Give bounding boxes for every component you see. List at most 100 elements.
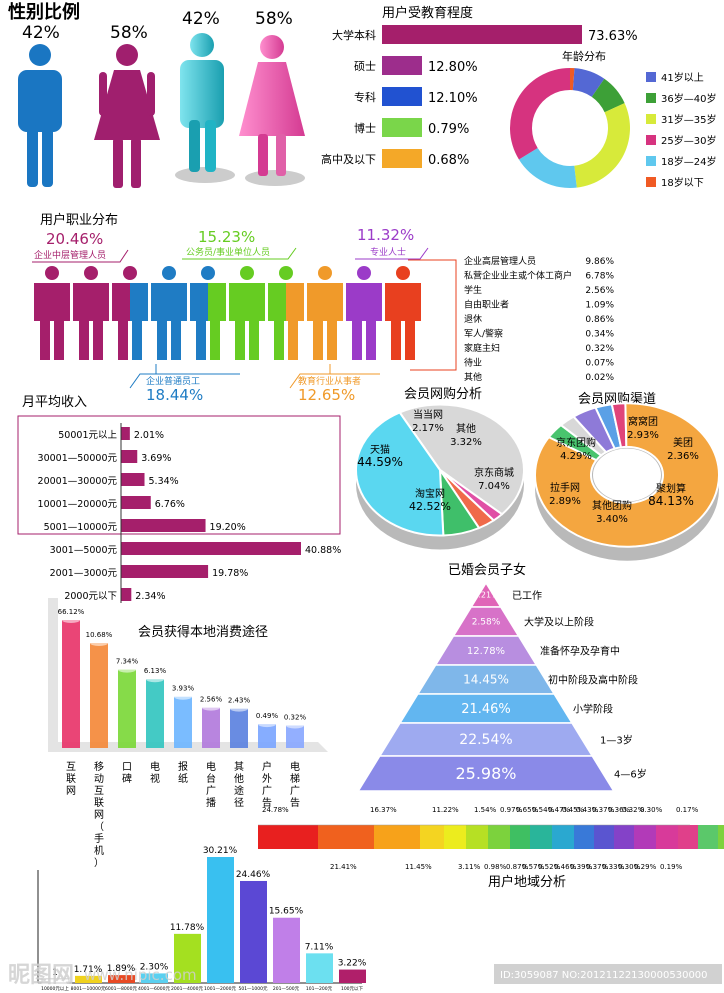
pyramid-value: 14.45%	[463, 673, 509, 687]
occupation-list-value: 6.78%	[585, 272, 614, 282]
spending-category: 10000元以上	[41, 985, 69, 992]
channel-category: （	[94, 821, 104, 833]
occupation-list-label: 待业	[464, 357, 482, 369]
pyramid-value: 0.21%	[473, 591, 499, 600]
occupation-list-value: 0.02%	[585, 373, 614, 383]
channel-bar-cap	[202, 704, 220, 711]
region-segment	[466, 825, 488, 849]
pie-slice-name: 京东团购	[556, 436, 596, 449]
occupation-list-value: 9.86%	[585, 257, 614, 267]
income-category: 50001元以上	[58, 430, 117, 441]
male-3d-icon	[175, 33, 235, 183]
region-bottom-label: 0.37%	[586, 863, 609, 871]
income-bar	[121, 519, 206, 532]
region-segment	[530, 825, 552, 849]
age-donut-slice	[591, 78, 625, 113]
channel-category: 广	[206, 785, 216, 797]
spending-category: 100元以下	[341, 986, 364, 992]
income-category: 30001—50000元	[38, 453, 118, 464]
occupation-list-value: 1.09%	[585, 301, 614, 311]
income-bar	[121, 450, 138, 463]
pie-slice-name: 聚划算	[656, 482, 686, 495]
income-title: 月平均收入	[22, 395, 87, 410]
region-segment	[656, 825, 678, 849]
pyramid-layer	[356, 755, 616, 792]
spending-bar	[273, 917, 300, 983]
spending-bar	[240, 880, 267, 983]
income-value: 5.34%	[149, 476, 179, 487]
education-value: 12.10%	[428, 91, 478, 106]
occupation-list-label: 退休	[464, 313, 482, 325]
person-icon	[229, 266, 265, 360]
pie-slice-value: 44.59%	[357, 455, 403, 469]
income-value: 3.69%	[141, 453, 171, 464]
income-bar	[121, 588, 132, 601]
region-bottom-label: 0.46%	[554, 863, 577, 871]
pyramid-category: 大学及以上阶段	[524, 616, 594, 629]
pyramid-category: 小学阶段	[573, 703, 613, 716]
channel-category: 电	[206, 760, 216, 773]
pie-slice-value: 2.17%	[412, 423, 444, 434]
channel-category: 告	[290, 796, 300, 809]
pyramid-value: 25.98%	[455, 764, 516, 783]
channel-category: 径	[234, 796, 244, 809]
education-bar	[382, 25, 582, 44]
channel-category: 告	[262, 796, 272, 809]
channel-bar-cap	[258, 721, 276, 728]
income-category: 3001—5000元	[50, 545, 118, 556]
spending-value: 1.89%	[107, 964, 136, 974]
income-value: 19.20%	[210, 522, 246, 533]
channel-category: 播	[206, 796, 216, 809]
person-icon	[268, 266, 304, 360]
channel-category: 外	[262, 773, 272, 785]
region-segment	[258, 825, 318, 849]
spending-category: 101—200元	[306, 986, 333, 992]
pie-slice	[534, 402, 720, 548]
age-legend-label: 18岁以下	[661, 176, 704, 189]
region-segment	[574, 825, 594, 849]
callout-edu-pct: 12.65%	[298, 386, 355, 404]
region-strip: 24.78% 16.37% 11.22% 1.54% 0.97%0.65%0.54%0.…	[258, 806, 724, 871]
income-value: 6.76%	[155, 499, 185, 510]
age-legend-swatch	[646, 72, 656, 82]
female-3d-icon	[239, 35, 305, 186]
channel-bar-cap	[230, 705, 248, 712]
education-bars: 大学本科 73.63% 硕士 12.80% 专科 12.10% 博士 0.79% 高中及以下 0.…	[321, 25, 638, 168]
age-legend-swatch	[646, 114, 656, 124]
pie-slice-name: 其他	[456, 422, 476, 435]
spending-category: 4001—6000元	[138, 986, 170, 992]
channel-value: 10.68%	[86, 631, 113, 639]
pyramid-category: 准备怀孕及孕育中	[540, 645, 620, 658]
channel-category: 他	[234, 772, 244, 785]
education-bar	[382, 118, 422, 137]
watermark-logo: 昵图网	[8, 963, 74, 988]
channel-category: 互	[94, 785, 104, 797]
channel-bar	[258, 724, 276, 748]
channel-value: 66.12%	[58, 608, 85, 616]
pyramid-category: 初中阶段及高中阶段	[548, 674, 638, 687]
occupation-list-label: 其他	[464, 371, 482, 383]
person-icon	[190, 266, 226, 360]
income-chart: 50001元以上 2.01% 30001—50000元 3.69% 20001—3000…	[38, 423, 341, 603]
income-value: 2.01%	[134, 430, 164, 441]
channel-category: 报	[178, 760, 188, 773]
channel-category: 纸	[178, 772, 188, 785]
region-segment	[552, 825, 574, 849]
region-top-label: 0.54%	[532, 806, 555, 814]
person-icon	[34, 266, 70, 360]
occupation-list-value: 0.34%	[585, 330, 614, 340]
channel-bar	[174, 696, 192, 748]
age-legend-label: 36岁—40岁	[661, 92, 716, 105]
age-legend: 41岁以上 36岁—40岁 31岁—35岁 25岁—30岁 18岁—24岁 18岁以下	[646, 71, 716, 189]
age-donut-slice	[509, 68, 570, 160]
channel-category: 梯	[290, 772, 300, 785]
income-bar	[121, 565, 209, 578]
gender-male-3d-pct: 42%	[182, 9, 220, 29]
spending-bar	[339, 969, 366, 983]
age-donut-slice	[574, 103, 631, 188]
age-donut-slice	[572, 68, 605, 97]
spending-chart: 1 10000元以上 1.71% 8001—10000元 1.89% 6001—8000元…	[37, 846, 367, 992]
channel-category: 手	[94, 832, 104, 845]
occupation-list-value: 0.86%	[585, 315, 614, 325]
pie-slice-name: 其他团购	[592, 499, 632, 512]
